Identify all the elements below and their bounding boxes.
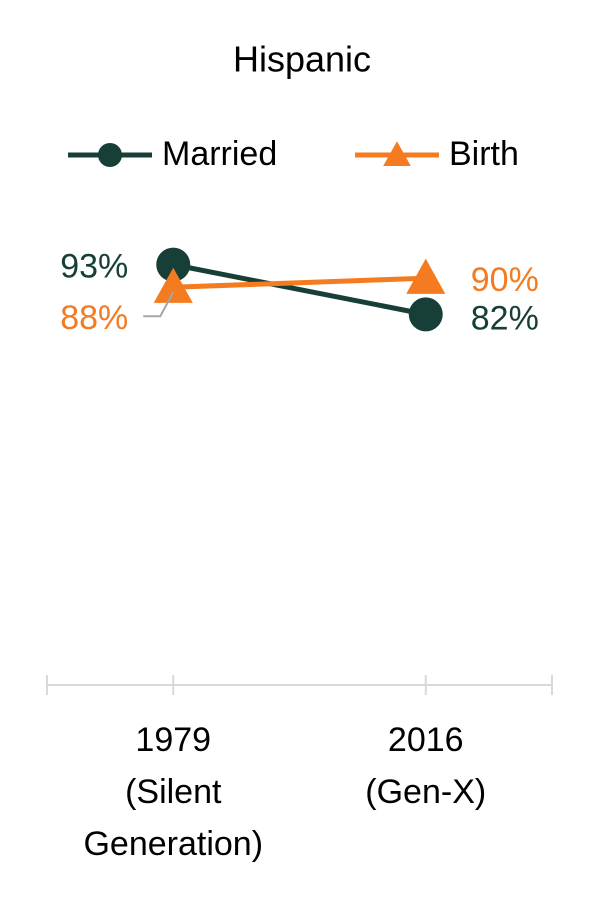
x-tick-label-line: (Silent xyxy=(125,773,222,811)
x-tick-label-line: 1979 xyxy=(135,721,211,759)
data-label: 88% xyxy=(60,299,128,337)
x-tick-label: 1979 (Silent Generation) xyxy=(83,721,263,863)
x-tick-label-line: 2016 xyxy=(388,721,464,759)
data-label: 90% xyxy=(471,261,539,299)
marker xyxy=(383,141,411,167)
legend-label: Birth xyxy=(449,135,519,173)
marker xyxy=(153,267,193,303)
data-label: 93% xyxy=(60,248,128,286)
x-tick-label-line: (Gen-X) xyxy=(365,773,486,811)
marker xyxy=(98,143,122,167)
x-tick-label-line: Generation) xyxy=(83,825,263,863)
marker xyxy=(408,297,443,332)
data-label: 82% xyxy=(471,299,539,337)
marker xyxy=(406,258,446,294)
legend-label: Married xyxy=(162,135,277,173)
leader-line xyxy=(143,291,175,318)
chart-title: Hispanic xyxy=(233,39,371,80)
x-tick-label: 2016 (Gen-X) xyxy=(365,721,486,811)
marker xyxy=(156,247,191,282)
series-line xyxy=(173,275,426,290)
series-line xyxy=(172,262,427,317)
